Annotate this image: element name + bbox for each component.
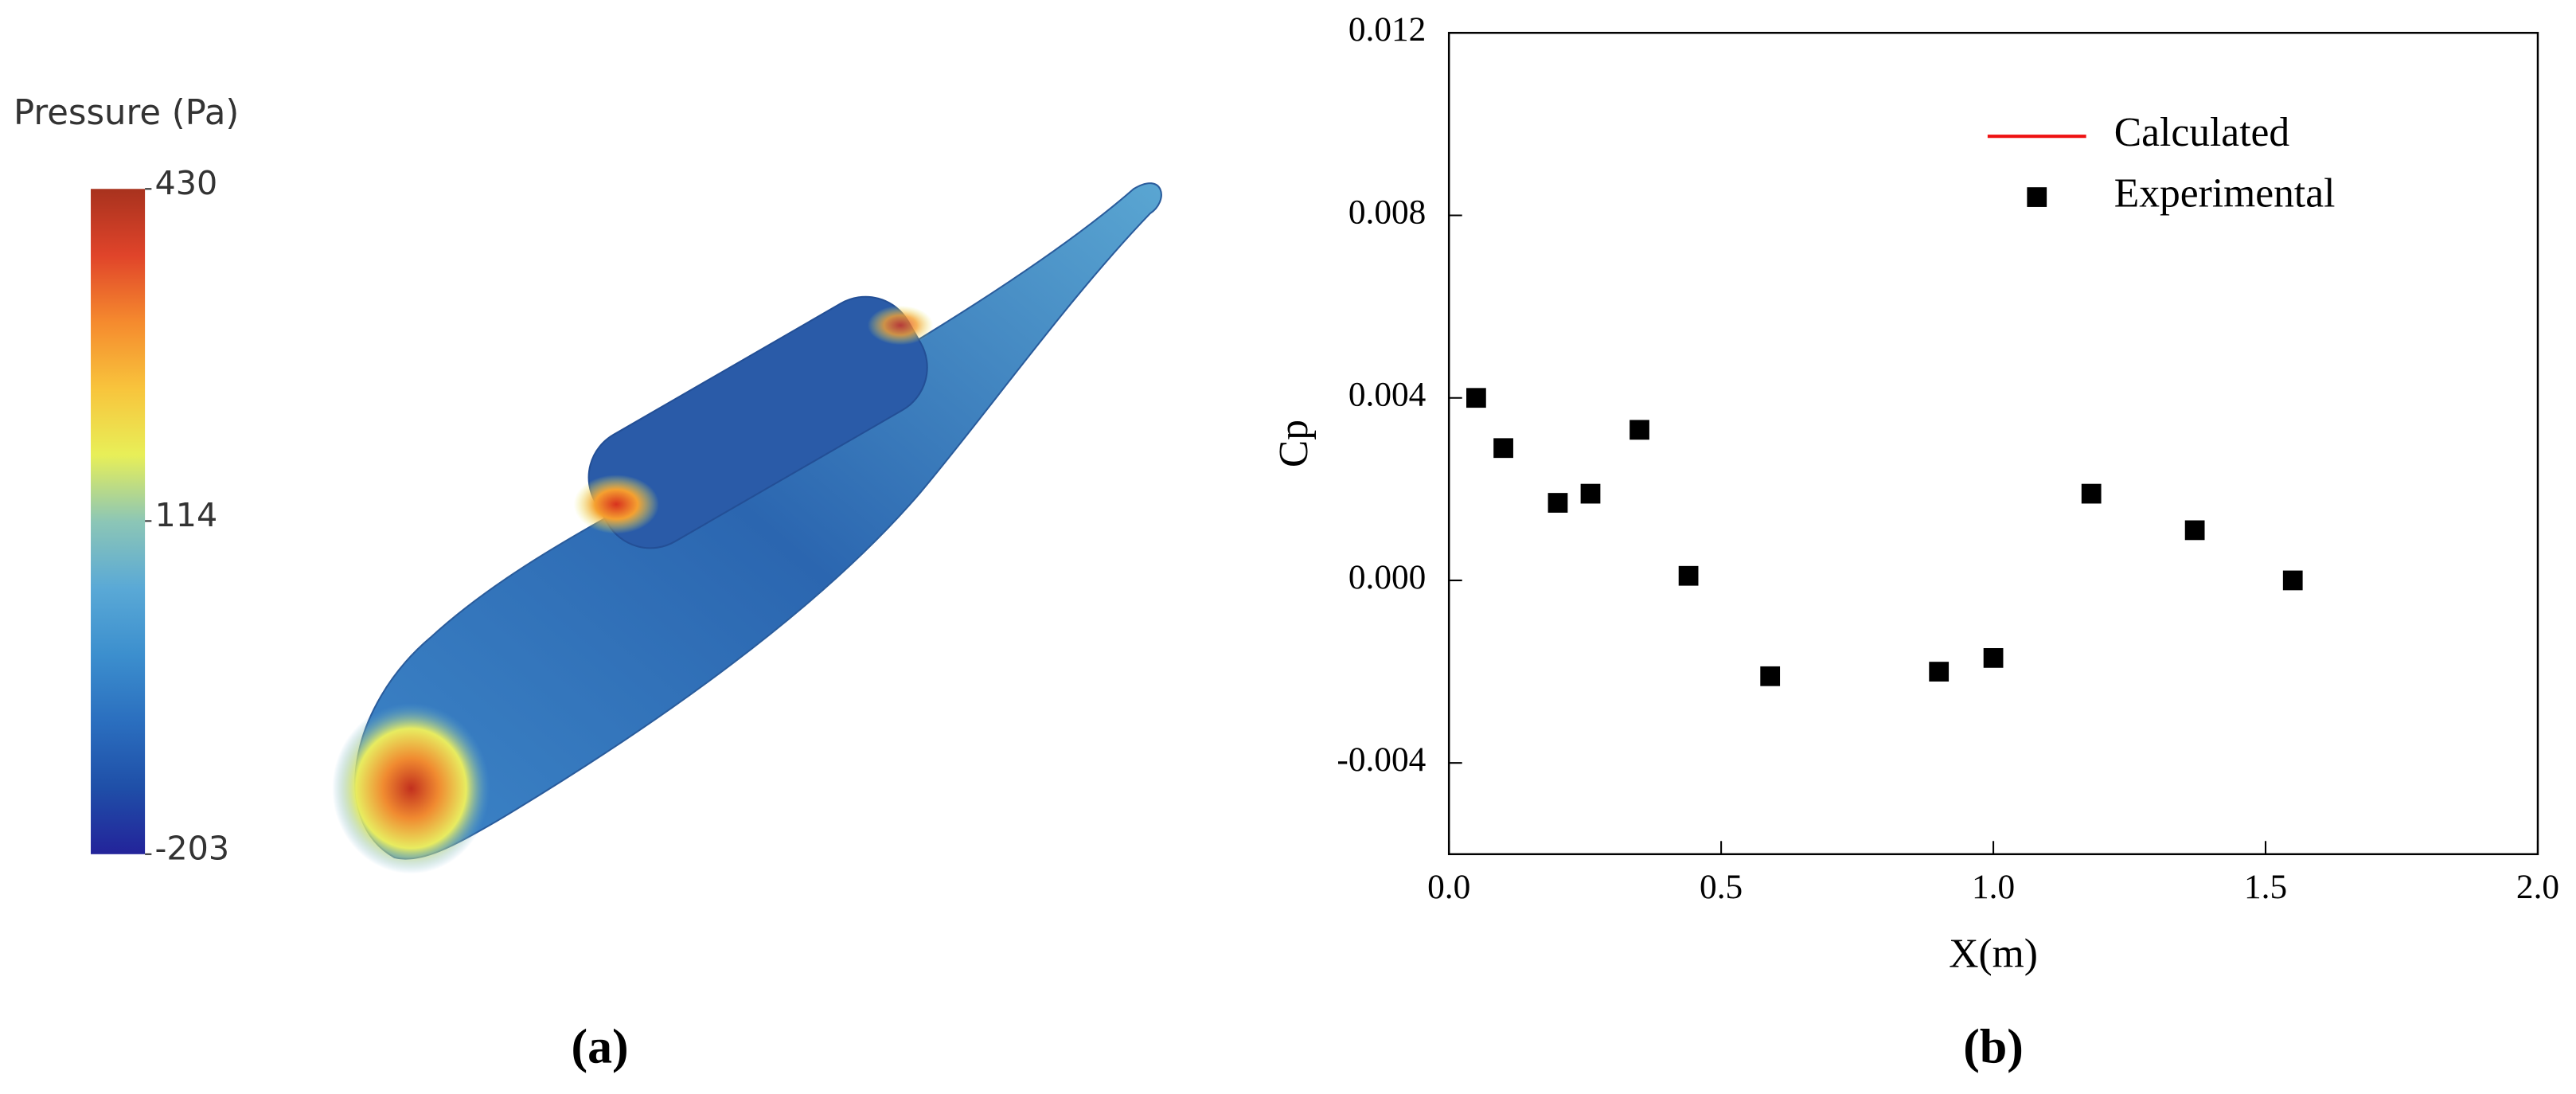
x-tick-label: 1.0 <box>1972 868 2015 906</box>
x-axis-label: X(m) <box>1949 932 2038 977</box>
data-point <box>2282 570 2303 591</box>
data-point <box>1466 388 1486 408</box>
y-axis-label: Cp <box>1271 420 1317 467</box>
colorbar-tick-label: 430 <box>154 164 217 202</box>
data-point <box>2081 483 2102 504</box>
data-point <box>1678 565 1699 586</box>
data-point <box>1630 420 1649 440</box>
data-point <box>1580 483 1601 504</box>
plot-frame <box>1447 32 2539 856</box>
colorbar-title: Pressure (Pa) <box>14 93 239 133</box>
data-point <box>1548 493 1568 513</box>
legend-label: Experimental <box>2114 170 2336 216</box>
x-tick-label: 0.0 <box>1427 868 1470 906</box>
data-point <box>1493 438 1513 459</box>
caption: (a) <box>571 1020 628 1074</box>
caption: (b) <box>1963 1020 2024 1074</box>
x-tick-label: 0.5 <box>1700 868 1743 906</box>
x-tick-label: 2.0 <box>2516 868 2559 906</box>
x-tick-label: 1.5 <box>2244 868 2287 906</box>
y-tick-label: 0.008 <box>1348 193 1426 231</box>
data-point <box>1983 647 2004 668</box>
colorbar-tick-label: -203 <box>154 830 229 868</box>
data-point <box>1760 666 1781 686</box>
y-tick-label: -0.004 <box>1337 740 1426 779</box>
colorbar-tick-label: 114 <box>154 496 217 534</box>
legend-label: Calculated <box>2114 110 2290 155</box>
colorbar <box>91 189 146 854</box>
y-tick-label: 0.000 <box>1348 558 1426 596</box>
legend-swatch <box>2027 187 2047 207</box>
data-point <box>1929 662 1950 682</box>
data-point <box>2184 520 2205 541</box>
y-tick-label: 0.004 <box>1348 376 1426 414</box>
y-tick-label: 0.012 <box>1348 10 1426 49</box>
body-render <box>332 182 1162 874</box>
